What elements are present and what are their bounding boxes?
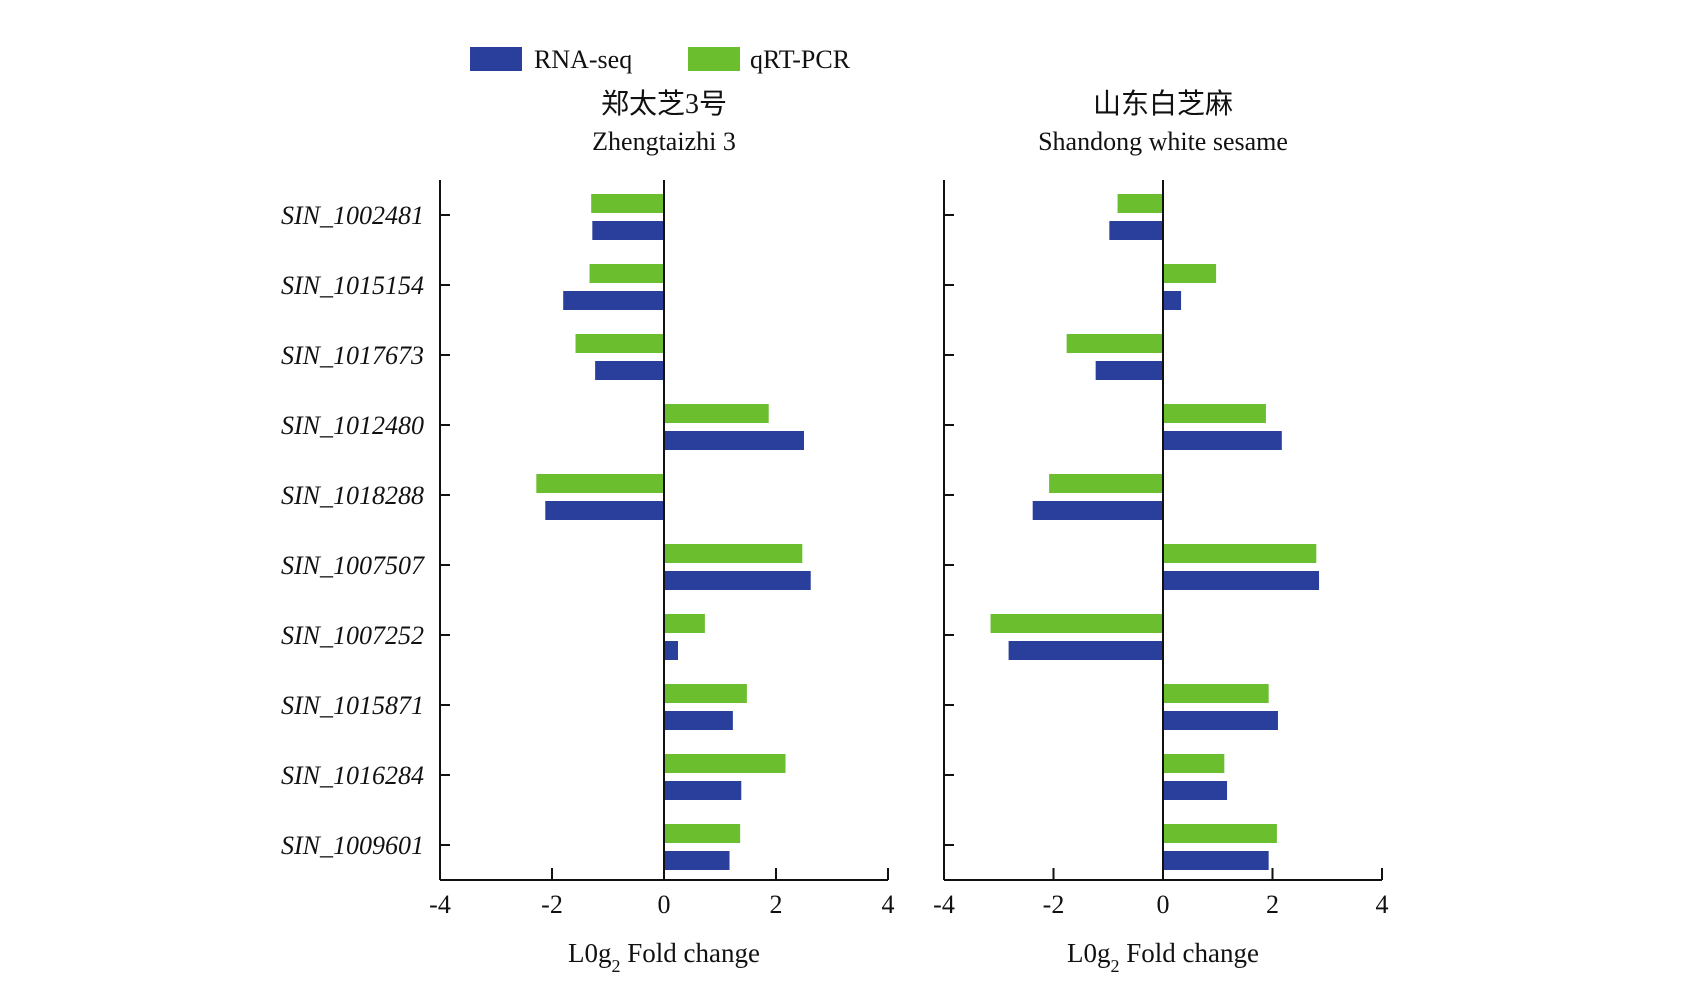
legend-swatch-rna-seq	[470, 47, 522, 71]
bar-panel1-qrt-pcr-sin_1002481	[591, 194, 664, 213]
bar-panel1-rna-seq-sin_1015154	[563, 291, 664, 310]
bar-panel2-qrt-pcr-sin_1007507	[1163, 544, 1317, 563]
bar-panel2-qrt-pcr-sin_1002481	[1117, 194, 1163, 213]
category-label-sin_1012480: SIN_1012480	[281, 411, 424, 440]
x-tick-label-panel1-3: 0	[658, 890, 671, 919]
bar-panel1-qrt-pcr-sin_1018288	[536, 474, 664, 493]
bar-panel1-qrt-pcr-sin_1007507	[664, 544, 803, 563]
x-tick-label-panel2-1: -4	[933, 890, 955, 919]
bar-panel2-qrt-pcr-sin_1015871	[1163, 684, 1269, 703]
bar-panel2-rna-seq-sin_1018288	[1032, 501, 1163, 520]
category-label-sin_1015154: SIN_1015154	[281, 271, 424, 300]
legend-swatch-qrt-pcr	[688, 47, 740, 71]
bar-panel1-rna-seq-sin_1007507	[664, 571, 811, 590]
category-label-sin_1018288: SIN_1018288	[281, 481, 424, 510]
bar-panel1-qrt-pcr-sin_1016284	[664, 754, 786, 773]
bar-panel2-qrt-pcr-sin_1007252	[990, 614, 1163, 633]
category-label-sin_1017673: SIN_1017673	[281, 341, 424, 370]
x-tick-label-panel2-2: -2	[1043, 890, 1065, 919]
bar-panel1-qrt-pcr-sin_1007252	[664, 614, 705, 633]
category-label-sin_1016284: SIN_1016284	[281, 761, 424, 790]
x-axis-label-panel-2: L0g2 Fold change	[1067, 938, 1259, 976]
category-label-sin_1007252: SIN_1007252	[281, 621, 424, 650]
bar-panel2-qrt-pcr-sin_1017673	[1066, 334, 1163, 353]
x-tick-label-panel2-5: 4	[1376, 890, 1389, 919]
bar-panel2-qrt-pcr-sin_1009601	[1163, 824, 1277, 843]
legend-label-rna-seq: RNA-seq	[534, 45, 632, 74]
x-tick-label-panel1-5: 4	[882, 890, 895, 919]
category-label-sin_1009601: SIN_1009601	[281, 831, 424, 860]
bar-panel2-rna-seq-sin_1002481	[1109, 221, 1163, 240]
bar-panel1-qrt-pcr-sin_1009601	[664, 824, 741, 843]
bar-panel2-rna-seq-sin_1007252	[1008, 641, 1163, 660]
bar-panel1-qrt-pcr-sin_1015154	[589, 264, 664, 283]
panel-2-title-en: Shandong white sesame	[1038, 127, 1288, 156]
x-tick-label-panel1-2: -2	[541, 890, 563, 919]
bar-panel1-rna-seq-sin_1012480	[664, 431, 804, 450]
panel-1-title-en: Zhengtaizhi 3	[592, 127, 736, 156]
bar-panel2-rna-seq-sin_1015154	[1163, 291, 1182, 310]
bar-panel2-rna-seq-sin_1012480	[1163, 431, 1282, 450]
bar-panel1-rna-seq-sin_1016284	[664, 781, 742, 800]
bar-panel2-rna-seq-sin_1016284	[1163, 781, 1228, 800]
bar-panel1-rna-seq-sin_1009601	[664, 851, 730, 870]
bar-panel1-qrt-pcr-sin_1017673	[575, 334, 664, 353]
panel-2-title-cn: 山东白芝麻	[1093, 88, 1233, 120]
bar-panel2-qrt-pcr-sin_1018288	[1049, 474, 1163, 493]
x-tick-label-panel1-1: -4	[429, 890, 451, 919]
panel-1-title-cn: 郑太芝3号	[601, 88, 727, 120]
bar-panel2-rna-seq-sin_1009601	[1163, 851, 1269, 870]
bar-panel2-rna-seq-sin_1015871	[1163, 711, 1278, 730]
bar-panel1-rna-seq-sin_1015871	[664, 711, 733, 730]
legend-label-qrt-pcr: qRT-PCR	[750, 45, 851, 74]
bar-panel2-qrt-pcr-sin_1015154	[1163, 264, 1217, 283]
bar-panel2-rna-seq-sin_1017673	[1095, 361, 1163, 380]
bar-panel1-rna-seq-sin_1018288	[545, 501, 664, 520]
bar-panel2-qrt-pcr-sin_1016284	[1163, 754, 1225, 773]
x-tick-label-panel2-3: 0	[1157, 890, 1170, 919]
bar-panel2-rna-seq-sin_1007507	[1163, 571, 1320, 590]
bar-panel1-qrt-pcr-sin_1012480	[664, 404, 769, 423]
bar-panel2-qrt-pcr-sin_1012480	[1163, 404, 1266, 423]
bar-panel1-qrt-pcr-sin_1015871	[664, 684, 747, 703]
bar-panel1-rna-seq-sin_1017673	[595, 361, 664, 380]
category-label-sin_1007507: SIN_1007507	[281, 551, 425, 580]
category-label-sin_1015871: SIN_1015871	[281, 691, 424, 720]
category-label-sin_1002481: SIN_1002481	[281, 201, 424, 230]
bar-panel1-rna-seq-sin_1007252	[664, 641, 678, 660]
x-tick-label-panel2-4: 2	[1266, 890, 1279, 919]
x-axis-label-panel-1: L0g2 Fold change	[568, 938, 760, 976]
bar-panel1-rna-seq-sin_1002481	[592, 221, 664, 240]
x-tick-label-panel1-4: 2	[770, 890, 783, 919]
